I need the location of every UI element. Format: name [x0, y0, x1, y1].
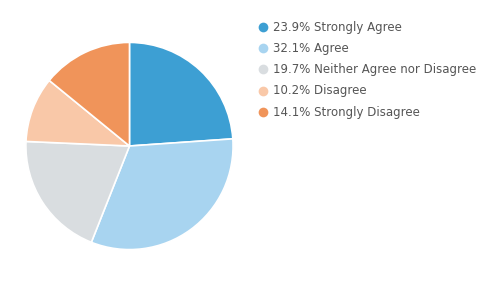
Wedge shape	[26, 141, 129, 242]
Wedge shape	[129, 42, 233, 146]
Wedge shape	[91, 139, 233, 250]
Legend: 23.9% Strongly Agree, 32.1% Agree, 19.7% Neither Agree nor Disagree, 10.2% Disag: 23.9% Strongly Agree, 32.1% Agree, 19.7%…	[260, 20, 476, 119]
Wedge shape	[26, 81, 129, 146]
Wedge shape	[49, 42, 129, 146]
